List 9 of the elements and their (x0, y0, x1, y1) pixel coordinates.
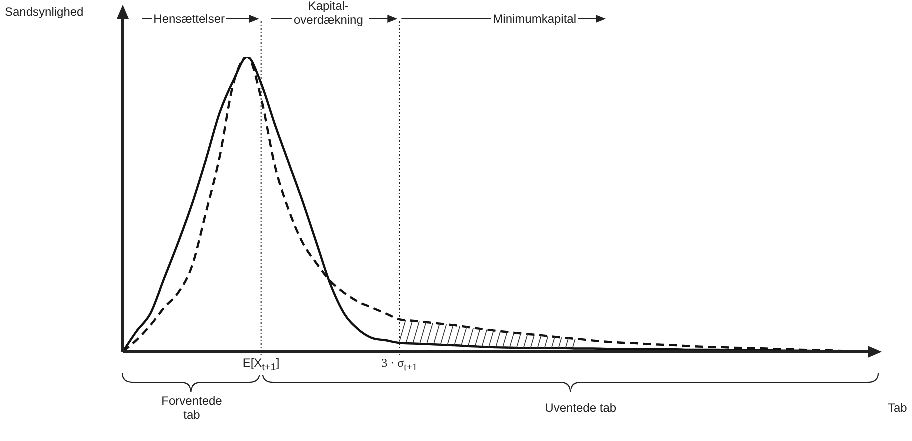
y-axis-title: Sandsynlighed (5, 5, 84, 19)
text: Forventede tab (162, 394, 222, 422)
x-tick-label: 3 · σ$_{t+1}$ (380, 356, 419, 376)
text: Kapital- overdækning (294, 0, 364, 27)
text: Hensættelser (154, 12, 226, 26)
text: Uventede tab (545, 401, 617, 415)
x-axis-title: Tab (888, 401, 908, 415)
text: Minimumkapital (493, 12, 577, 26)
x-tick-label: E[X$_{t+1}$] (242, 356, 281, 376)
